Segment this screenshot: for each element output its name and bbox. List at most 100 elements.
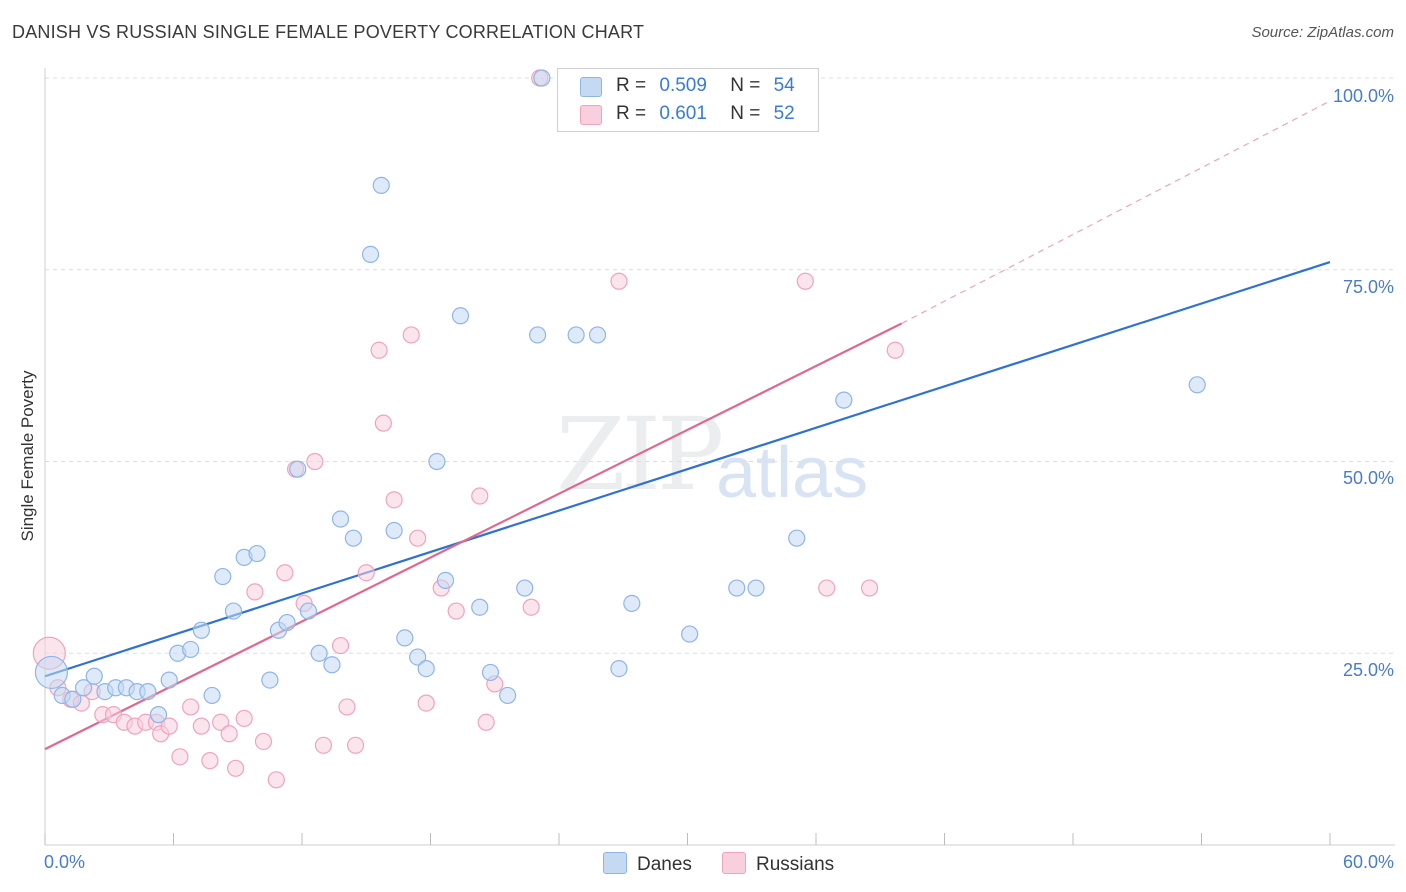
trend-line-danes: [44, 261, 1331, 678]
point-russians-18: [220, 725, 238, 743]
series-legend-russians[interactable]: Russians: [722, 852, 834, 876]
x-tick-label-max: 60.0%: [1342, 852, 1394, 872]
point-russians-49: [818, 579, 836, 597]
point-danes-24: [299, 602, 318, 620]
point-danes-40: [499, 686, 517, 705]
point-danes-3: [74, 679, 93, 697]
point-danes-23: [289, 460, 307, 478]
point-danes-32: [396, 629, 414, 647]
y-tick-label-25: 25.0%: [1342, 660, 1394, 680]
point-russians-50: [860, 579, 879, 597]
y-tick-label-50: 50.0%: [1342, 468, 1394, 488]
point-russians-30: [338, 698, 356, 716]
grid-lines: [45, 77, 1395, 654]
y-tick-label-75: 75.0%: [1342, 277, 1394, 297]
point-russians-34: [374, 414, 392, 432]
point-russians-32: [357, 564, 375, 582]
chart-source: Source: ZipAtlas.com: [1251, 24, 1394, 41]
correlation-legend: R = 0.509 N = 54 R = 0.601 N = 52: [557, 68, 819, 132]
point-russians-28: [314, 736, 333, 754]
point-russians-13: [171, 748, 189, 766]
point-danes-31: [385, 521, 403, 540]
point-russians-48: [796, 272, 814, 290]
x-tick-label-min: 0.0%: [44, 852, 86, 872]
point-danes-36: [436, 571, 455, 589]
point-danes-30: [372, 176, 390, 194]
point-danes-43: [533, 69, 551, 87]
legend-n-label: N =: [730, 75, 761, 96]
point-russians-19: [227, 759, 245, 777]
point-russians-33: [370, 341, 388, 359]
point-danes-39: [481, 663, 500, 682]
point-danes-13: [182, 640, 200, 659]
point-danes-28: [344, 529, 362, 547]
point-danes-54: [1188, 376, 1206, 394]
point-danes-45: [588, 326, 607, 344]
point-danes-9: [139, 682, 157, 701]
point-danes-26: [323, 656, 341, 674]
point-danes-29: [361, 245, 380, 264]
point-danes-4: [85, 667, 103, 685]
trend-lines: [44, 100, 1331, 751]
point-danes-50: [728, 579, 746, 597]
legend-r-value-danes: 0.509: [659, 75, 707, 96]
data-points: [32, 69, 1206, 789]
legend-r-label: R =: [616, 103, 647, 124]
point-danes-49: [681, 625, 699, 643]
point-danes-38: [471, 598, 489, 616]
series-label-russians: Russians: [756, 854, 835, 875]
point-danes-52: [788, 529, 806, 547]
watermark-atlas: atlas: [716, 433, 869, 513]
point-danes-34: [417, 659, 435, 678]
point-danes-22: [278, 613, 296, 632]
point-russians-21: [246, 583, 264, 601]
point-russians-27: [306, 452, 324, 471]
point-danes-14: [192, 621, 210, 639]
point-danes-0: [34, 655, 69, 690]
y-tick-label-100: 100.0%: [1332, 86, 1394, 106]
trend-line-russians: [44, 322, 903, 751]
series-legend-danes[interactable]: Danes: [603, 852, 692, 876]
point-russians-37: [409, 529, 427, 547]
series-swatch-danes: [603, 852, 627, 874]
point-russians-41: [471, 487, 489, 505]
point-russians-42: [477, 713, 495, 731]
point-danes-42: [528, 326, 547, 344]
point-danes-25: [310, 644, 328, 662]
point-danes-11: [160, 671, 178, 689]
point-danes-17: [224, 602, 243, 620]
point-danes-35: [428, 452, 446, 471]
point-danes-33: [409, 648, 427, 666]
chart-title: DANISH VS RUSSIAN SINGLE FEMALE POVERTY …: [12, 22, 645, 42]
point-russians-31: [346, 736, 365, 754]
point-danes-2: [64, 690, 82, 708]
point-russians-40: [447, 602, 465, 620]
point-danes-37: [451, 307, 470, 325]
legend-r-value-russians: 0.601: [659, 103, 707, 124]
point-danes-16: [214, 567, 232, 586]
point-danes-51: [747, 579, 765, 597]
point-russians-44: [522, 598, 540, 616]
point-russians-38: [417, 694, 435, 712]
point-russians-35: [385, 491, 403, 509]
point-danes-10: [149, 706, 168, 724]
point-danes-15: [203, 686, 221, 705]
point-danes-53: [835, 391, 853, 409]
point-danes-41: [516, 579, 534, 597]
point-russians-16: [201, 752, 219, 770]
point-russians-15: [192, 717, 210, 735]
legend-n-value-russians: 52: [773, 103, 795, 124]
legend-swatch-russians: [580, 105, 602, 125]
point-russians-23: [267, 771, 285, 789]
point-russians-22: [254, 732, 273, 751]
point-russians-20: [235, 709, 253, 728]
point-danes-44: [567, 326, 585, 344]
point-danes-19: [248, 544, 266, 563]
point-russians-14: [182, 698, 200, 716]
point-danes-27: [331, 510, 350, 528]
point-russians-12: [160, 717, 178, 735]
point-russians-24: [276, 564, 294, 582]
series-label-danes: Danes: [637, 854, 692, 875]
legend-n-value-danes: 54: [773, 75, 795, 96]
point-russians-51: [886, 341, 904, 359]
